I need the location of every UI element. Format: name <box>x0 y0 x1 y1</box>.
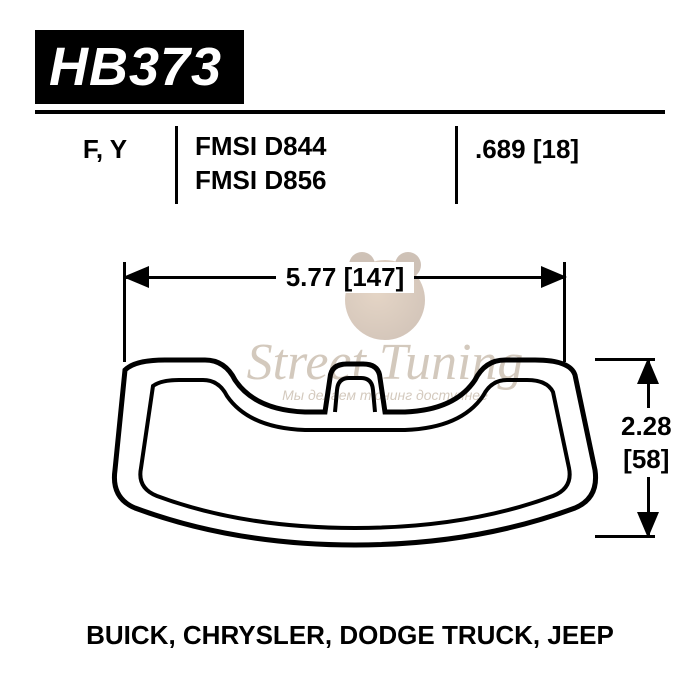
arrow-right-icon <box>541 266 567 288</box>
width-dimension: 5.77 [147] <box>125 262 565 293</box>
fmsi-2: FMSI D856 <box>195 164 327 198</box>
pad-clip-path <box>335 378 375 412</box>
pad-inner-path <box>140 380 569 528</box>
thickness-in: .689 <box>475 134 526 164</box>
info-row: F, Y FMSI D844 FMSI D856 .689 [18] <box>35 126 665 204</box>
fmsi-codes: FMSI D844 FMSI D856 <box>195 130 327 198</box>
height-value: 2.28 [58] <box>621 408 672 477</box>
divider <box>35 110 665 114</box>
separator <box>455 126 458 204</box>
vehicle-applications: BUICK, CHRYSLER, DODGE TRUCK, JEEP <box>35 620 665 651</box>
fmsi-1: FMSI D844 <box>195 130 327 164</box>
thickness: .689 [18] <box>475 134 579 165</box>
width-value: 5.77 [147] <box>276 262 415 293</box>
arrow-left-icon <box>123 266 149 288</box>
arrow-down-icon <box>637 512 659 538</box>
pad-outer-path <box>114 360 595 545</box>
spec-sheet: HB373 F, Y FMSI D844 FMSI D856 .689 [18]… <box>35 30 665 670</box>
part-number: HB373 <box>49 37 222 97</box>
part-number-badge: HB373 <box>35 30 244 104</box>
arrow-up-icon <box>637 358 659 384</box>
compound-codes: F, Y <box>35 134 175 165</box>
thickness-mm: [18] <box>533 134 579 164</box>
brake-pad-outline <box>75 330 615 550</box>
separator <box>175 126 178 204</box>
